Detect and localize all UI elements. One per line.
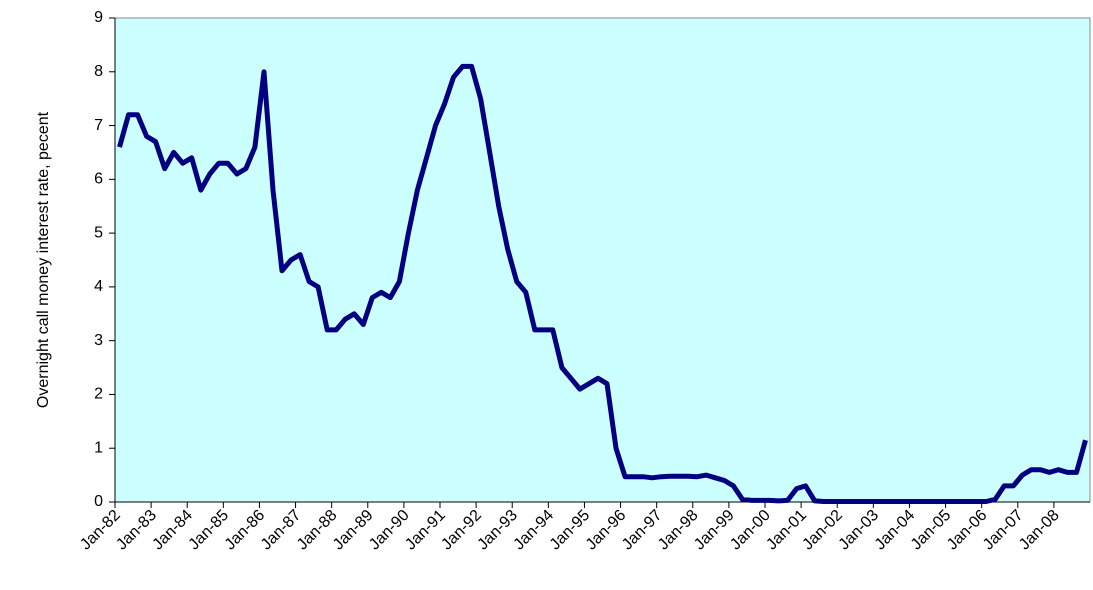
y-tick-label: 2 [94,386,103,403]
x-tick-label: Jan-02 [799,507,846,554]
y-tick-label: 8 [94,63,103,80]
y-tick-label: 9 [94,9,103,26]
y-tick-label: 3 [94,332,103,349]
x-tick-label: Jan-08 [1016,507,1063,554]
x-tick-label: Jan-83 [113,507,160,554]
x-tick-label: Jan-89 [330,507,377,554]
x-tick-label: Jan-84 [149,507,196,554]
x-tick-label: Jan-01 [763,507,810,554]
x-tick-label: Jan-04 [872,507,919,554]
x-tick-label: Jan-00 [727,507,774,554]
y-tick-label: 6 [94,171,103,188]
x-tick-label: Jan-07 [980,507,1027,554]
x-tick-label: Jan-03 [836,507,883,554]
x-tick-label: Jan-93 [474,507,521,554]
x-tick-label: Jan-86 [222,507,269,554]
y-axis-label: Overnight call money interest rate, pece… [35,111,52,408]
x-tick-label: Jan-94 [511,507,558,554]
x-tick-label: Jan-96 [583,507,630,554]
y-tick-label: 4 [94,278,103,295]
x-tick-label: Jan-92 [438,507,485,554]
y-tick-label: 1 [94,439,103,456]
x-tick-label: Jan-06 [944,507,991,554]
plot-area [114,17,1091,503]
x-tick-label: Jan-98 [655,507,702,554]
x-tick-label: Jan-82 [77,507,124,554]
x-tick-label: Jan-90 [366,507,413,554]
x-tick-label: Jan-95 [547,507,594,554]
x-tick-label: Jan-88 [294,507,341,554]
x-tick-label: Jan-99 [691,507,738,554]
x-tick-label: Jan-91 [402,507,449,554]
x-tick-label: Jan-85 [186,507,233,554]
y-tick-label: 0 [94,493,103,510]
data-line [117,63,1088,504]
y-tick-label: 7 [94,117,103,134]
x-tick-label: Jan-05 [908,507,955,554]
x-tick-label: Jan-87 [258,507,305,554]
y-tick-label: 5 [94,224,103,241]
x-tick-label: Jan-97 [619,507,666,554]
